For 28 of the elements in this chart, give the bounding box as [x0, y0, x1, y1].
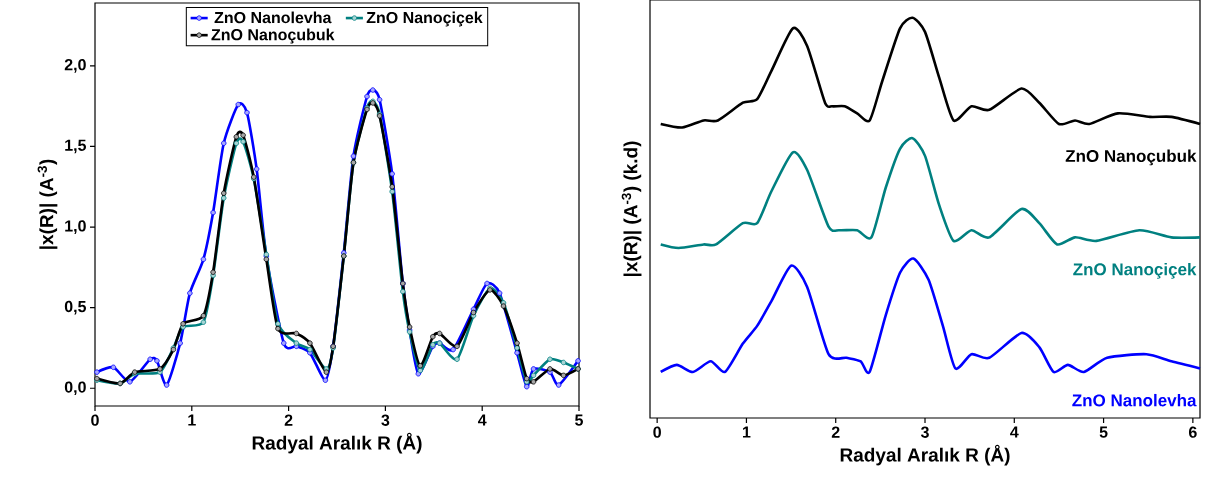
x-tick-label: 0 [653, 426, 661, 438]
series-label: ZnO Nanolevha [1072, 393, 1197, 407]
legend-label: ZnO Nanolevha [214, 11, 332, 24]
x-tick-label: 5 [1099, 426, 1108, 438]
y-tick-label: 0,5 [64, 300, 87, 315]
x-axis-title: Radyal Aralık R (Å) [252, 432, 422, 454]
legend-label: ZnO Nanoçiçek [366, 11, 483, 27]
x-tick-label: 1 [742, 426, 751, 438]
x-tick-label: 0 [91, 414, 99, 426]
x-tick-label: 3 [920, 426, 929, 438]
y-tick-label: 1,5 [65, 139, 87, 154]
legend-label: ZnO Nanoçubuk [211, 28, 335, 44]
x-axis-title: Radyal Aralık R (Å) [840, 444, 1010, 466]
x-tick-label: 1 [188, 414, 196, 426]
y-tick-label: 1,0 [65, 220, 86, 234]
x-tick-label: 2 [284, 414, 293, 426]
series-label: ZnO Nanoçubuk [1065, 149, 1197, 166]
series-label: ZnO Nanoçiçek [1073, 262, 1197, 279]
x-tick-label: 4 [1010, 426, 1019, 438]
y-tick-label: 2,0 [64, 59, 86, 73]
y-axis-title: |x(R)| (A$^{-3}$) [37, 159, 58, 249]
y-axis-title: |x(R)| (A$^{-3}$) (k.d) [621, 141, 642, 277]
x-tick-label: 4 [477, 414, 487, 426]
x-tick-label: 5 [575, 414, 583, 426]
y-tick-label: 0,0 [64, 381, 86, 396]
x-tick-label: 6 [1188, 426, 1197, 438]
x-tick-label: 3 [381, 414, 390, 426]
x-tick-label: 2 [831, 426, 840, 438]
